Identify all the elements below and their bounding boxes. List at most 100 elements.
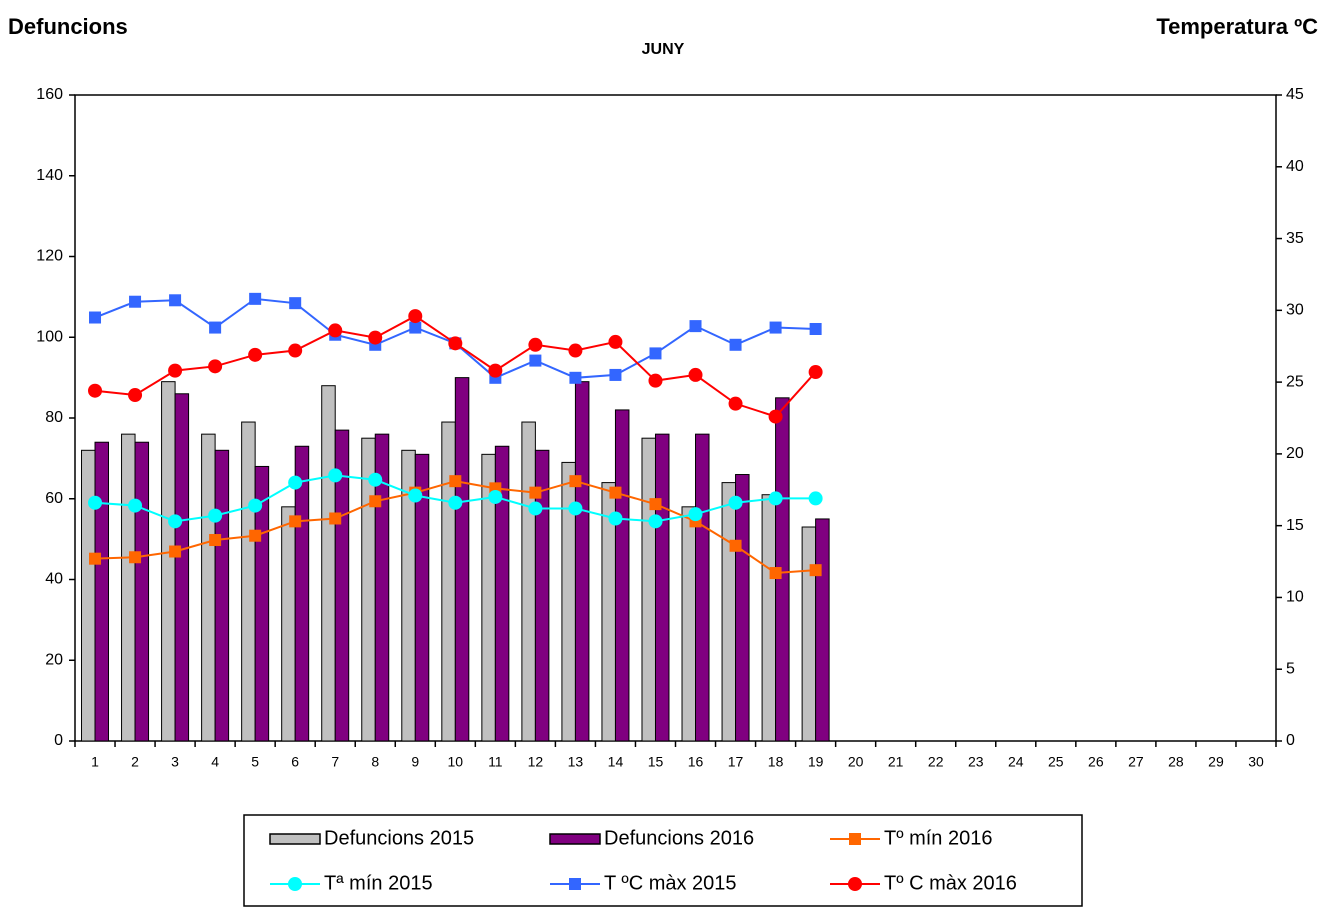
point — [609, 486, 622, 499]
bar — [94, 441, 110, 742]
x-tick-label: 15 — [648, 754, 664, 770]
point — [729, 539, 742, 552]
y-tick-label: 60 — [45, 490, 63, 507]
point — [609, 368, 622, 381]
bar — [614, 409, 630, 742]
point — [128, 388, 143, 403]
y-tick-label: 80 — [45, 409, 63, 426]
legend-label: Tº C màx 2016 — [884, 872, 1017, 894]
point — [328, 468, 343, 483]
bar — [494, 445, 510, 742]
point — [169, 545, 182, 558]
bar — [241, 421, 256, 742]
y-tick-label: 100 — [36, 328, 63, 345]
point — [169, 294, 182, 307]
bar — [681, 506, 697, 742]
point — [328, 323, 343, 338]
point — [569, 371, 582, 384]
point — [808, 365, 823, 380]
x-tick-label: 25 — [1048, 754, 1064, 770]
x-tick-label: 3 — [171, 754, 179, 770]
bar — [574, 381, 590, 742]
x-tick-label: 18 — [768, 754, 784, 770]
x-tick-label: 24 — [1008, 754, 1024, 770]
legend-marker — [569, 878, 581, 890]
x-tick-label: 9 — [411, 754, 419, 770]
point — [208, 508, 223, 523]
point — [408, 309, 423, 324]
bar — [174, 393, 190, 742]
point — [608, 511, 623, 526]
point — [289, 297, 302, 310]
y-tick-label: 40 — [45, 571, 63, 588]
point — [288, 475, 303, 490]
y2-tick-label: 5 — [1286, 660, 1295, 677]
bar — [294, 445, 310, 742]
point — [809, 564, 822, 577]
x-tick-label: 11 — [488, 754, 503, 770]
point — [89, 552, 102, 565]
x-tick-label: 19 — [808, 754, 824, 770]
point — [728, 495, 743, 510]
point — [449, 475, 462, 488]
x-tick-label: 10 — [448, 754, 464, 770]
bar — [321, 385, 336, 742]
point — [608, 334, 623, 349]
y2-tick-label: 10 — [1286, 589, 1304, 606]
y2-tick-label: 15 — [1286, 517, 1304, 534]
point — [369, 495, 382, 508]
bar — [641, 437, 656, 742]
x-tick-label: 14 — [608, 754, 624, 770]
point — [248, 347, 263, 362]
bar — [334, 429, 350, 742]
x-tick-label: 16 — [688, 754, 704, 770]
point — [368, 472, 383, 487]
x-tick-label: 26 — [1088, 754, 1104, 770]
point — [648, 514, 663, 529]
point — [329, 512, 342, 525]
bar — [134, 441, 150, 742]
point — [128, 498, 143, 513]
y2-tick-label: 0 — [1286, 732, 1295, 749]
y-tick-label: 0 — [54, 732, 63, 749]
y2-tick-label: 40 — [1286, 158, 1304, 175]
x-tick-label: 4 — [211, 754, 219, 770]
point — [649, 498, 662, 511]
bar — [161, 381, 176, 742]
point — [728, 396, 743, 411]
bar — [721, 482, 737, 742]
y2-tick-label: 45 — [1286, 86, 1304, 103]
x-tick-label: 5 — [251, 754, 259, 770]
point — [368, 330, 383, 345]
y2-tick-label: 30 — [1286, 302, 1304, 319]
x-tick-label: 13 — [568, 754, 584, 770]
y-tick-label: 160 — [36, 86, 63, 103]
x-tick-label: 23 — [968, 754, 984, 770]
y-tick-label: 120 — [36, 248, 63, 265]
x-tick-label: 22 — [928, 754, 944, 770]
y2-tick-label: 25 — [1286, 373, 1304, 390]
bar — [815, 518, 830, 742]
y2-tick-label: 20 — [1286, 445, 1304, 462]
x-tick-label: 21 — [888, 754, 904, 770]
bar — [374, 433, 390, 742]
point — [208, 359, 223, 374]
bar — [761, 494, 777, 742]
x-tick-label: 20 — [848, 754, 864, 770]
legend-swatch — [269, 833, 321, 845]
x-tick-label: 12 — [528, 754, 544, 770]
legend-marker — [848, 877, 862, 891]
point — [689, 320, 702, 333]
point — [89, 311, 102, 324]
point — [568, 343, 583, 358]
bar — [414, 453, 430, 742]
point — [528, 501, 543, 516]
point — [288, 343, 303, 358]
bar — [695, 433, 710, 742]
bar — [201, 433, 216, 742]
chart-title: JUNY — [642, 41, 685, 58]
point — [249, 292, 262, 305]
bar — [454, 377, 470, 742]
